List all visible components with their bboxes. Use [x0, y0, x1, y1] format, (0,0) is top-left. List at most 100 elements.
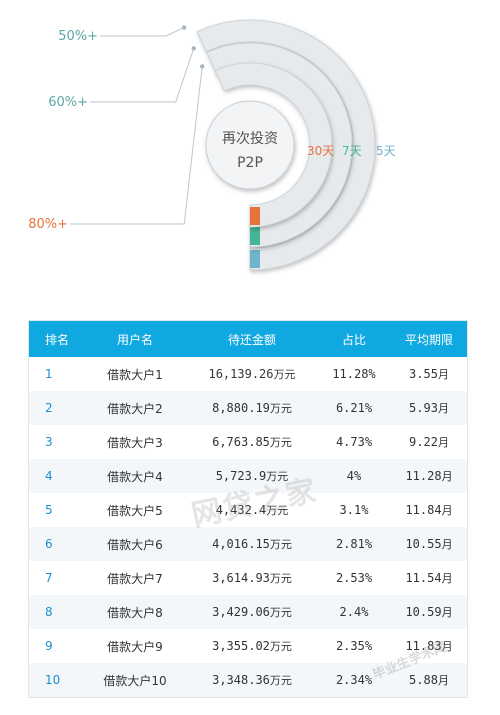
term-unit: 月: [437, 674, 449, 687]
ring-cap-1: [250, 207, 260, 225]
term-value: 10.55: [405, 537, 442, 551]
cell-avg-term: 5.93月: [391, 391, 467, 425]
ring-track-1: [214, 62, 333, 228]
cell-rank: 3: [45, 435, 53, 449]
cell-username: 借款大户3: [107, 435, 163, 450]
cell-ratio: 4%: [317, 459, 391, 493]
leader-line-2: [90, 48, 195, 103]
ring-track-3: [196, 19, 376, 271]
term-unit: 月: [441, 504, 453, 517]
amount-unit: 万元: [269, 640, 292, 653]
amount-unit: 万元: [269, 674, 292, 687]
ring-cap-2: [250, 227, 260, 245]
term-unit: 月: [441, 606, 453, 619]
amount-unit: 万元: [266, 504, 289, 517]
term-unit: 月: [437, 368, 449, 381]
cell-ratio: 11.28%: [332, 367, 376, 381]
leader-line-1: [70, 66, 203, 225]
cell-rank: 8: [29, 595, 83, 629]
amount-value: 4,432.4: [215, 503, 267, 517]
cell-avg-term: 11.28月: [391, 459, 467, 493]
ring-day-label-1: 30天: [307, 144, 334, 158]
header-ratio[interactable]: 占比: [341, 332, 366, 347]
table-row[interactable]: 9 借款大户9 3,355.02万元 2.35% 11.83月: [29, 629, 467, 663]
term-value: 9.22: [409, 435, 438, 449]
term-unit: 月: [441, 640, 453, 653]
amount-unit: 万元: [269, 572, 292, 585]
cell-rank: 5: [45, 503, 53, 517]
amount-value: 4,016.15: [212, 537, 270, 551]
cell-amount: 4,016.15万元: [187, 527, 317, 561]
table-row[interactable]: 6 借款大户6 4,016.15万元 2.81% 10.55月: [29, 527, 467, 561]
cell-rank: 7: [45, 571, 53, 585]
cell-ratio: 2.35%: [335, 639, 373, 653]
amount-unit: 万元: [266, 470, 289, 483]
table-row[interactable]: 7 借款大户7 3,614.93万元 2.53% 11.54月: [29, 561, 467, 595]
cell-username: 借款大户4: [83, 459, 187, 493]
cell-amount: 3,614.93万元: [187, 561, 317, 595]
cell-ratio: 2.4%: [317, 595, 391, 629]
ring-cap-3: [250, 250, 260, 268]
header-rank[interactable]: 排名: [45, 332, 70, 347]
table-row[interactable]: 2 借款大户2 8,880.19万元 6.21% 5.93月: [29, 391, 467, 425]
cell-amount: 3,348.36万元: [187, 663, 317, 697]
table-row[interactable]: 1 借款大户1 16,139.26万元 11.28% 3.55月: [29, 357, 467, 391]
amount-value: 3,614.93: [212, 571, 270, 585]
term-unit: 月: [441, 572, 453, 585]
amount-unit: 万元: [273, 368, 296, 381]
ring-day-label-3: 5天: [376, 144, 396, 158]
cell-rank: 6: [29, 527, 83, 561]
percent-label-2: 60%+: [48, 95, 88, 110]
term-value: 11.54: [405, 571, 442, 585]
amount-value: 16,139.26: [208, 367, 274, 381]
percent-label-1: 80%+: [28, 217, 68, 232]
term-value: 5.93: [409, 401, 438, 415]
amount-value: 3,348.36: [212, 673, 270, 687]
cell-username: 借款大户9: [107, 639, 163, 654]
cell-username: 借款大户2: [83, 391, 187, 425]
header-avg-term[interactable]: 平均期限: [404, 332, 453, 347]
cell-avg-term: 11.84月: [391, 493, 467, 527]
table-row[interactable]: 3 借款大户3 6,763.85万元 4.73% 9.22月: [29, 425, 467, 459]
cell-username: 借款大户10: [83, 663, 187, 697]
cell-username: 借款大户7: [107, 571, 163, 586]
cell-ratio: 2.81%: [317, 527, 391, 561]
cell-username: 借款大户6: [83, 527, 187, 561]
term-value: 5.88: [409, 673, 438, 687]
amount-value: 3,429.06: [212, 605, 270, 619]
borrower-table-container: 排名 用户名 待还金额 占比 平均期限 1 借款大户1 16,139.26万元 11.…: [28, 320, 468, 698]
cell-username: 借款大户1: [107, 367, 163, 382]
cell-amount: 3,355.02万元: [187, 629, 317, 663]
cell-ratio: 2.53%: [335, 571, 373, 585]
cell-avg-term: 11.54月: [391, 561, 467, 595]
cell-avg-term: 11.83月: [391, 629, 467, 663]
term-value: 11.84: [405, 503, 442, 517]
table-row[interactable]: 4 借款大户4 5,723.9万元 4% 11.28月: [29, 459, 467, 493]
ring-day-label-2: 7天: [342, 144, 362, 158]
cell-rank: 4: [29, 459, 83, 493]
term-value: 10.59: [405, 605, 442, 619]
header-amount[interactable]: 待还金额: [227, 332, 276, 347]
borrower-ranking-table: 排名 用户名 待还金额 占比 平均期限 1 借款大户1 16,139.26万元 11.…: [29, 321, 467, 697]
amount-value: 6,763.85: [212, 435, 270, 449]
table-row[interactable]: 8 借款大户8 3,429.06万元 2.4% 10.59月: [29, 595, 467, 629]
cell-avg-term: 3.55月: [391, 357, 467, 391]
cell-rank: 2: [29, 391, 83, 425]
cell-username: 借款大户5: [107, 503, 163, 518]
amount-unit: 万元: [269, 402, 292, 415]
amount-value: 8,880.19: [212, 401, 270, 415]
cell-amount: 3,429.06万元: [187, 595, 317, 629]
table-row[interactable]: 10 借款大户10 3,348.36万元 2.34% 5.88月: [29, 663, 467, 697]
cell-amount: 5,723.9万元: [187, 459, 317, 493]
cell-ratio: 3.1%: [339, 503, 369, 517]
term-unit: 月: [437, 402, 449, 415]
cell-rank: 10: [29, 663, 83, 697]
table-header-row: 排名 用户名 待还金额 占比 平均期限: [29, 321, 467, 357]
cell-rank: 1: [45, 367, 53, 381]
radial-chart: 再次投资 P2P 5天 50%+ 7天 60%+ 30天 80%+: [28, 19, 396, 271]
center-disc: [205, 100, 295, 190]
cell-username: 借款大户8: [83, 595, 187, 629]
table-row[interactable]: 5 借款大户5 4,432.4万元 3.1% 11.84月: [29, 493, 467, 527]
percent-label-3: 50%+: [58, 29, 98, 44]
header-username[interactable]: 用户名: [116, 332, 153, 347]
